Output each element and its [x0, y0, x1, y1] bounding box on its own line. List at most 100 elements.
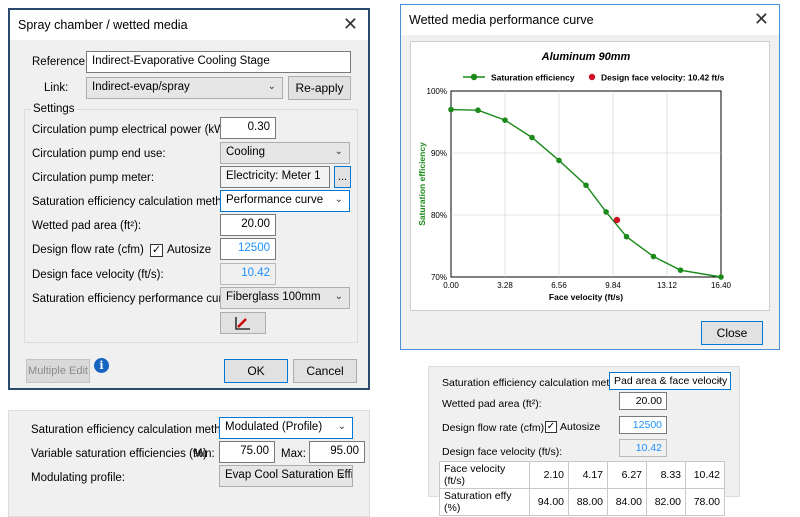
sat-method-select[interactable]: Performance curve ⌄ — [220, 190, 350, 212]
cancel-button[interactable]: Cancel — [293, 359, 357, 383]
pad-area-input[interactable]: 20.00 — [220, 214, 276, 236]
ok-button[interactable]: OK — [224, 359, 288, 383]
pump-end-use-select[interactable]: Cooling ⌄ — [220, 142, 350, 164]
pad-face-velocity-field: 10.42 — [619, 439, 667, 457]
modulated-panel: Saturation efficiency calculation method… — [8, 410, 370, 517]
data-point — [650, 253, 657, 260]
perf-curve-value: Fiberglass 100mm — [226, 291, 321, 303]
dialog-titlebar: Spray chamber / wetted media ✕ — [10, 10, 368, 40]
data-point — [677, 267, 684, 273]
table-cell[interactable]: 82.00 — [646, 488, 686, 516]
data-point — [529, 134, 535, 141]
pump-meter-label: Circulation pump meter: — [32, 172, 155, 184]
x-tick-label: 13.12 — [657, 281, 678, 290]
data-point — [556, 157, 562, 164]
pad-sat-method-value: Pad area & face velocity — [614, 375, 728, 387]
link-label: Link: — [44, 82, 69, 94]
flow-rate-label: Design flow rate (cfm) — [32, 244, 144, 256]
min-input[interactable]: 75.00 — [219, 441, 275, 463]
close-icon[interactable]: ✕ — [342, 14, 358, 34]
max-input[interactable]: 95.00 — [309, 441, 365, 463]
x-tick-label: 16.40 — [711, 281, 732, 290]
close-icon[interactable]: ✕ — [753, 9, 769, 29]
curve-close-button[interactable]: Close — [701, 321, 763, 345]
legend-marker — [588, 73, 596, 81]
chevron-down-icon: ⌄ — [334, 146, 343, 157]
pad-sat-method-select[interactable]: Pad area & face velocity ⌄ — [609, 372, 731, 390]
autosize-checkbox[interactable]: ✓ — [150, 244, 163, 257]
chevron-down-icon: ⌄ — [337, 469, 346, 480]
table-cell[interactable]: 4.17 — [568, 461, 608, 489]
x-tick-label: 3.28 — [497, 281, 513, 290]
chevron-down-icon: ⌄ — [267, 81, 276, 92]
y-tick-label: 90% — [431, 149, 447, 158]
velocity-efficiency-table: Face velocity (ft/s) 2.10 4.17 6.27 8.33… — [439, 461, 725, 516]
link-select-value: Indirect-evap/spray — [92, 81, 190, 93]
profile-label: Modulating profile: — [31, 472, 125, 484]
pump-power-label: Circulation pump electrical power (kW): — [32, 124, 233, 136]
face-velocity-label: Design face velocity (ft/s): — [32, 269, 164, 281]
link-select[interactable]: Indirect-evap/spray ⌄ — [86, 77, 283, 99]
sat-method-value: Performance curve — [226, 194, 324, 206]
legend-label: Saturation efficiency — [491, 73, 575, 83]
pad-area-label: Wetted pad area (ft²): — [32, 220, 142, 232]
pad-area-panel: Saturation efficiency calculation method… — [428, 366, 740, 516]
pad-flow-rate-label: Design flow rate (cfm) — [442, 422, 545, 434]
flow-rate-input[interactable]: 12500 — [220, 238, 276, 260]
x-axis-label: Face velocity (ft/s) — [549, 292, 623, 302]
info-icon[interactable]: i — [94, 358, 109, 373]
y-tick-label: 70% — [431, 273, 447, 282]
legend-marker — [470, 73, 478, 81]
table-cell[interactable]: 94.00 — [529, 488, 569, 516]
chevron-down-icon: ⌄ — [715, 374, 724, 385]
mod-sat-method-select[interactable]: Modulated (Profile) ⌄ — [219, 417, 353, 439]
profile-select[interactable]: Evap Cool Saturation Effici ⌄ — [219, 465, 353, 487]
table-cell[interactable]: 6.27 — [607, 461, 647, 489]
profile-value: Evap Cool Saturation Effici — [225, 469, 353, 481]
perf-curve-select[interactable]: Fiberglass 100mm ⌄ — [220, 287, 350, 309]
performance-curve-dialog: Wetted media performance curve ✕ Aluminu… — [400, 4, 780, 350]
pump-power-input[interactable]: 0.30 — [220, 117, 276, 139]
chart-area: Aluminum 90mm Saturation efficiency Design… — [410, 41, 770, 311]
pad-area-label: Wetted pad area (ft²): — [442, 398, 542, 410]
pad-autosize-label: Autosize — [560, 421, 601, 433]
meter-browse-button[interactable]: ... — [334, 166, 351, 188]
table-cell[interactable]: 2.10 — [529, 461, 569, 489]
pad-flow-rate-input[interactable]: 12500 — [619, 416, 667, 434]
curve-titlebar: Wetted media performance curve ✕ — [401, 5, 779, 35]
curve-chart-icon — [235, 317, 250, 330]
table-cell[interactable]: 10.42 — [685, 461, 725, 489]
min-label: Min: — [193, 448, 215, 460]
table-cell[interactable]: 84.00 — [607, 488, 647, 516]
autosize-label: Autosize — [167, 244, 212, 256]
pad-area-input[interactable]: 20.00 — [619, 392, 667, 410]
view-curve-button[interactable] — [220, 312, 266, 334]
table-row-header: Face velocity (ft/s) — [439, 461, 530, 489]
settings-group — [24, 109, 358, 343]
chart-title: Aluminum 90mm — [541, 51, 631, 63]
table-cell[interactable]: 88.00 — [568, 488, 608, 516]
legend-label: Design face velocity: 10.42 ft/s — [601, 73, 725, 83]
x-tick-label: 9.84 — [605, 281, 621, 290]
table-cell[interactable]: 8.33 — [646, 461, 686, 489]
performance-chart: Aluminum 90mm Saturation efficiency Design… — [417, 51, 732, 302]
data-point — [623, 233, 630, 240]
table-cell[interactable]: 78.00 — [685, 488, 725, 516]
dialog-title: Spray chamber / wetted media — [18, 18, 188, 32]
data-point — [448, 106, 454, 113]
chevron-down-icon: ⌄ — [334, 291, 343, 302]
y-tick-label: 80% — [431, 211, 447, 220]
multiple-edit-button: Multiple Edit — [26, 359, 90, 383]
reference-input[interactable]: Indirect-Evaporative Cooling Stage — [86, 51, 351, 73]
pad-autosize-checkbox[interactable]: ✓ — [545, 421, 557, 433]
y-axis-label: Saturation efficiency — [417, 142, 427, 226]
spray-chamber-dialog: Spray chamber / wetted media ✕ Reference… — [8, 8, 370, 390]
data-point — [603, 209, 609, 215]
reapply-button[interactable]: Re-apply — [288, 76, 351, 100]
reference-label: Reference: — [32, 56, 89, 68]
pump-end-use-value: Cooling — [226, 146, 265, 158]
mod-sat-method-value: Modulated (Profile) — [225, 421, 323, 433]
max-label: Max: — [281, 448, 306, 460]
data-point — [583, 182, 589, 189]
pump-meter-field: Electricity: Meter 1 — [220, 166, 330, 188]
